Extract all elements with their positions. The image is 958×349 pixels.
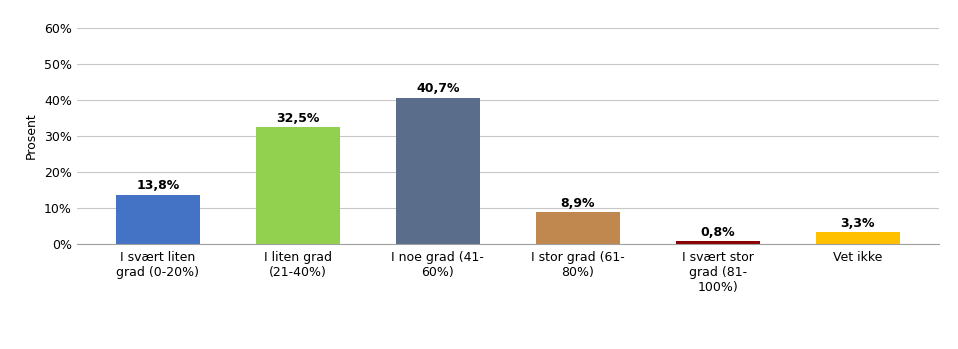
Text: 8,9%: 8,9% — [560, 197, 595, 210]
Y-axis label: Prosent: Prosent — [25, 113, 38, 159]
Text: 13,8%: 13,8% — [136, 179, 179, 192]
Bar — [396, 97, 480, 244]
Text: 32,5%: 32,5% — [276, 112, 319, 125]
Bar — [815, 232, 900, 244]
Text: 0,8%: 0,8% — [700, 226, 735, 239]
Bar — [675, 242, 760, 244]
Text: 40,7%: 40,7% — [416, 82, 460, 95]
Bar — [256, 127, 340, 244]
Text: 3,3%: 3,3% — [840, 217, 875, 230]
Bar — [116, 194, 200, 244]
Bar — [536, 212, 620, 244]
